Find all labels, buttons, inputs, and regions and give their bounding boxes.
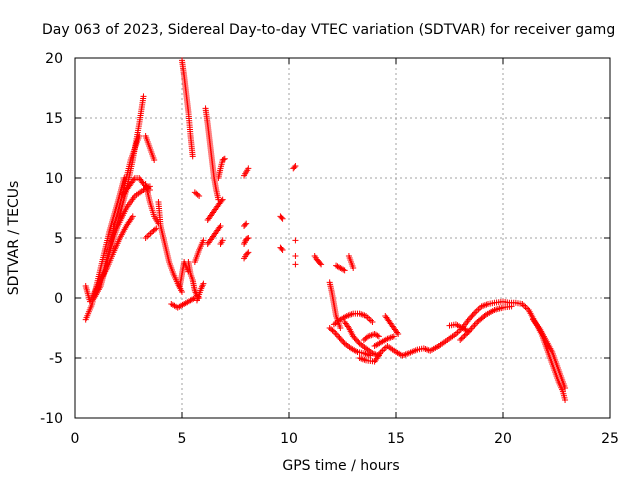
x-tick-label: 15 xyxy=(387,431,405,447)
y-tick-label: 15 xyxy=(45,111,63,127)
data-point xyxy=(200,280,207,287)
data-point xyxy=(317,260,324,267)
data-point xyxy=(196,193,203,199)
data-point xyxy=(244,250,251,257)
x-axis-ticks: 0 5 10 15 20 25 xyxy=(71,58,619,447)
data-point xyxy=(341,267,348,274)
data-point xyxy=(291,164,298,171)
x-axis-label: GPS time / hours xyxy=(282,458,399,474)
data-point xyxy=(243,220,250,227)
x-tick-label: 0 xyxy=(71,431,80,447)
data-point xyxy=(508,303,515,310)
data-point xyxy=(374,332,381,339)
data-point xyxy=(339,337,346,344)
data-point xyxy=(194,191,201,198)
data-point xyxy=(242,221,249,228)
data-point xyxy=(245,165,252,172)
y-tick-label: 20 xyxy=(45,51,63,67)
data-point xyxy=(461,332,468,339)
data-point xyxy=(469,312,476,319)
data-point xyxy=(460,334,467,341)
data-point xyxy=(329,327,336,334)
y-tick-label: 5 xyxy=(54,231,63,247)
data-point xyxy=(129,213,136,220)
data-point xyxy=(337,336,344,343)
x-tick-label: 10 xyxy=(280,431,298,447)
data-point xyxy=(200,237,207,244)
data-point xyxy=(340,339,347,346)
data-point xyxy=(465,316,472,323)
data-point xyxy=(151,157,158,163)
data-point xyxy=(140,93,147,100)
data-point xyxy=(151,226,158,233)
data-point xyxy=(467,315,474,322)
data-point xyxy=(292,261,299,268)
data-point xyxy=(221,155,228,162)
y-tick-label: 10 xyxy=(45,171,63,187)
data-point xyxy=(220,156,227,163)
data-point xyxy=(350,333,357,340)
grid-lines xyxy=(75,58,610,418)
data-point xyxy=(335,333,342,340)
data-point xyxy=(354,337,361,344)
data-point xyxy=(337,325,344,331)
x-tick-label: 5 xyxy=(178,431,187,447)
y-tick-label: 0 xyxy=(54,291,63,307)
chart-title: Day 063 of 2023, Sidereal Day-to-day VTE… xyxy=(42,22,615,38)
data-point xyxy=(457,337,464,343)
data-points xyxy=(82,57,569,403)
data-point xyxy=(562,385,569,391)
data-point xyxy=(464,330,471,336)
data-point xyxy=(355,339,362,346)
data-point xyxy=(468,313,475,320)
data-point xyxy=(458,335,465,342)
data-point xyxy=(352,336,359,343)
data-point xyxy=(562,397,569,403)
data-point xyxy=(375,333,382,340)
data-point xyxy=(363,334,370,341)
y-tick-label: -5 xyxy=(49,351,63,367)
data-point xyxy=(369,319,376,325)
y-axis-label: SDTVAR / TECUs xyxy=(6,181,22,296)
data-point xyxy=(219,237,226,244)
data-point xyxy=(279,215,286,222)
data-point xyxy=(340,266,347,273)
data-point xyxy=(278,214,285,221)
data-point xyxy=(245,235,252,241)
data-point xyxy=(395,331,402,337)
data-point xyxy=(390,333,397,340)
data-point xyxy=(351,334,358,341)
data-point xyxy=(245,249,252,256)
data-point xyxy=(350,265,357,271)
data-point xyxy=(462,331,469,338)
x-tick-label: 20 xyxy=(494,431,512,447)
data-point xyxy=(336,334,343,341)
data-point xyxy=(219,196,226,203)
data-point xyxy=(218,197,225,204)
data-point xyxy=(217,223,224,229)
data-point xyxy=(292,163,299,169)
data-point xyxy=(318,261,325,268)
data-point xyxy=(292,253,299,259)
y-axis-ticks: -10 -5 0 5 10 15 20 xyxy=(40,51,610,427)
data-point xyxy=(179,289,185,295)
data-point xyxy=(278,245,285,252)
x-tick-label: 25 xyxy=(601,431,619,447)
data-point xyxy=(279,247,286,253)
data-point xyxy=(292,237,299,244)
data-point xyxy=(481,313,488,319)
data-point xyxy=(470,310,477,317)
y-tick-label: -10 xyxy=(40,411,63,427)
data-point xyxy=(244,235,251,242)
data-point xyxy=(189,153,196,160)
